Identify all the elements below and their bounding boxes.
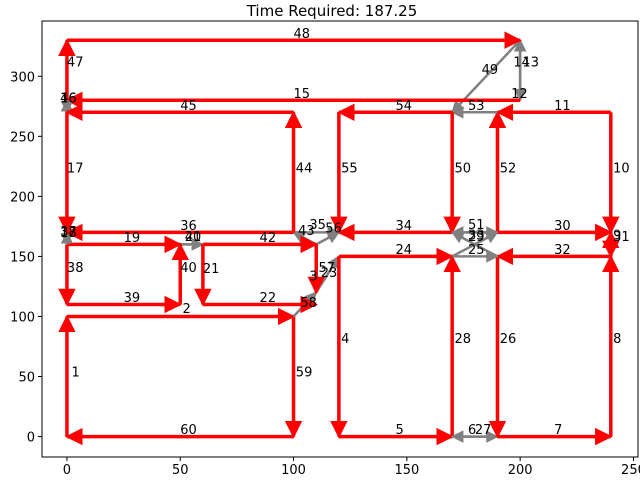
plot-area-frame	[41, 20, 639, 458]
edge-label: 40	[180, 261, 197, 276]
edge-label: 7	[554, 423, 562, 438]
edge-label: 4	[341, 332, 349, 347]
edge-label: 18	[60, 226, 77, 241]
edge-label: 44	[296, 161, 313, 176]
edge-label: 56	[325, 221, 342, 236]
x-tick-label: 150	[394, 463, 419, 478]
edge-label: 53	[468, 99, 485, 114]
edge-label: 6	[468, 423, 476, 438]
edge-label: 48	[294, 27, 311, 42]
edge-label: 49	[482, 63, 499, 78]
y-tick-label: 150	[10, 250, 35, 265]
edge-label: 13	[522, 56, 539, 71]
edge-label: 16	[60, 92, 77, 107]
edge-label: 36	[180, 219, 197, 234]
edge-label: 20	[185, 230, 202, 245]
edge-label: 24	[396, 243, 413, 258]
edge-label: 14	[513, 56, 530, 71]
edge-label: 2	[183, 302, 191, 317]
edge-label: 3	[309, 269, 317, 284]
edge-label: 34	[396, 219, 413, 234]
x-tick-label: 50	[172, 463, 189, 478]
edge-label: 22	[260, 291, 277, 306]
edge-label: 45	[180, 99, 197, 114]
edge-label: 31	[613, 230, 630, 245]
edge-label: 32	[554, 243, 571, 258]
edge-label: 28	[454, 332, 471, 347]
y-tick-label: 0	[27, 431, 35, 446]
edge-label: 25	[468, 243, 485, 258]
edge-label: 55	[341, 161, 358, 176]
edge-label: 59	[296, 366, 313, 381]
edge-label: 60	[180, 423, 197, 438]
edge-label: 21	[203, 262, 220, 277]
edge-label: 35	[309, 218, 326, 233]
edge-label: 10	[613, 161, 630, 176]
edge-label: 8	[613, 332, 621, 347]
x-tick-label: 0	[63, 463, 71, 478]
y-tick-label: 200	[10, 190, 35, 205]
edge-label: 42	[260, 231, 277, 246]
y-tick-label: 100	[10, 310, 35, 325]
edge-label: 12	[511, 87, 528, 102]
edge-label: 47	[67, 56, 84, 71]
edge-label: 54	[396, 99, 413, 114]
edge-label: 37	[60, 225, 77, 240]
edge-label: 15	[294, 87, 311, 102]
y-axis: 0 50 100 150 200 250 300	[10, 70, 42, 446]
chart-title: Time Required: 187.25	[246, 2, 418, 20]
edge-label: 27	[475, 423, 492, 438]
edge-label: 51	[468, 218, 485, 233]
edge-label: 41	[185, 230, 202, 245]
y-tick-label: 250	[10, 130, 35, 145]
edge-label: 33	[468, 229, 485, 244]
edge-label: 46	[60, 92, 77, 107]
edge-label: 11	[554, 99, 571, 114]
edge-23	[451, 231, 499, 258]
edge-label: 1	[71, 366, 79, 381]
x-tick-label: 200	[508, 463, 533, 478]
edge-label: 9	[613, 229, 621, 244]
edge-label: 26	[500, 332, 517, 347]
edge-label: 30	[554, 219, 571, 234]
edge-label: 38	[67, 261, 84, 276]
edge-label: 19	[124, 231, 141, 246]
edge-label: 5	[396, 423, 404, 438]
edge-label: 39	[124, 291, 141, 306]
edge-label: 29	[468, 230, 485, 245]
y-tick-label: 300	[10, 70, 35, 85]
edge-label: 23	[321, 266, 338, 281]
x-axis: 0 50 100 150 200 250	[63, 457, 640, 478]
x-tick-label: 250	[621, 463, 640, 478]
x-tick-label: 100	[281, 463, 306, 478]
edge-label: 57	[318, 261, 335, 276]
y-tick-label: 50	[18, 371, 35, 386]
edge-label: 58	[300, 296, 317, 311]
edge-label: 50	[454, 161, 471, 176]
edge-label: 17	[67, 161, 84, 176]
edge-label: 52	[500, 161, 517, 176]
edge-label: 43	[298, 224, 315, 239]
edges-layer	[58, 31, 620, 446]
